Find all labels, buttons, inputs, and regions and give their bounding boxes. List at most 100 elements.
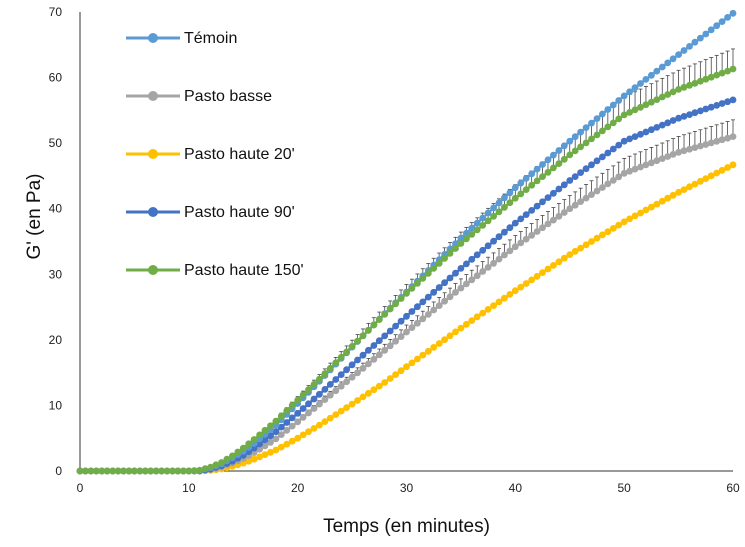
data-point (316, 400, 323, 408)
data-point (528, 276, 536, 284)
data-point (321, 370, 329, 378)
data-point (158, 467, 166, 475)
data-point (457, 265, 465, 272)
data-point (566, 151, 574, 159)
data-point (283, 419, 291, 426)
data-point (457, 284, 465, 292)
data-point (675, 148, 682, 156)
data-point (256, 445, 263, 453)
data-point (397, 367, 405, 375)
data-point (473, 251, 481, 259)
data-point (626, 167, 633, 175)
data-point (218, 459, 225, 466)
data-point (571, 133, 579, 141)
data-point (495, 233, 503, 241)
data-point (495, 199, 503, 207)
data-point (501, 203, 508, 211)
data-point (468, 276, 476, 284)
data-point (648, 126, 655, 134)
x-tick-label: 40 (509, 481, 523, 495)
data-point (582, 241, 590, 249)
data-point (359, 364, 367, 372)
data-point (397, 317, 405, 325)
data-point (283, 426, 291, 434)
data-point (528, 207, 536, 214)
data-point (522, 211, 530, 219)
data-point (310, 395, 318, 403)
data-point (620, 218, 628, 226)
data-point (506, 189, 514, 197)
data-point (229, 452, 236, 460)
data-point (724, 134, 731, 142)
data-point (386, 305, 394, 313)
data-point (272, 417, 280, 425)
data-point (691, 38, 699, 46)
data-point (185, 467, 193, 475)
data-point (560, 181, 568, 189)
data-point (620, 169, 628, 177)
data-point (724, 67, 731, 75)
data-point (294, 396, 302, 404)
data-point (272, 435, 280, 443)
data-point (490, 237, 497, 245)
data-point (620, 92, 628, 100)
data-point (729, 133, 737, 141)
data-point (506, 199, 514, 207)
data-point (609, 177, 617, 184)
data-point (381, 346, 389, 354)
data-point (517, 179, 525, 187)
tick-labels: 0 10 20 30 40 50 60 0 10 20 30 40 50 60 70 (49, 5, 740, 495)
data-point (686, 145, 693, 153)
data-point (669, 191, 677, 199)
data-point (114, 467, 122, 475)
y-tick-label: 20 (49, 333, 63, 347)
data-point (337, 382, 345, 390)
data-point (365, 346, 372, 354)
data-point (457, 324, 465, 332)
data-point (680, 83, 688, 91)
data-point (544, 220, 552, 228)
data-point (658, 155, 666, 163)
data-point (288, 437, 296, 445)
data-point (539, 161, 546, 168)
data-point (637, 209, 644, 217)
data-point (664, 119, 672, 127)
data-point (718, 136, 726, 144)
data-point (359, 332, 367, 340)
data-point (261, 426, 269, 434)
data-point (479, 309, 487, 317)
data-point (87, 467, 95, 475)
data-point (435, 260, 443, 267)
data-point (495, 298, 503, 306)
data-point (430, 288, 438, 296)
data-point (288, 402, 296, 409)
data-point (463, 280, 470, 288)
data-point (550, 164, 557, 172)
data-point (599, 184, 606, 191)
data-point (359, 393, 367, 401)
data-point (637, 163, 644, 171)
data-point (299, 405, 307, 412)
data-point (468, 317, 476, 324)
data-point (713, 102, 721, 109)
data-point (446, 274, 454, 282)
data-point (604, 228, 612, 236)
data-point (403, 312, 410, 320)
data-point (392, 337, 399, 345)
data-point (609, 101, 617, 109)
data-point (729, 9, 737, 17)
data-point (713, 22, 721, 30)
y-tick-label: 60 (49, 71, 63, 85)
data-point (365, 389, 372, 397)
data-point (707, 103, 715, 111)
data-point (593, 157, 601, 165)
data-point (707, 139, 715, 147)
data-point (511, 243, 519, 251)
data-point (414, 279, 421, 287)
data-point (316, 390, 323, 398)
data-point (256, 431, 263, 439)
data-point (277, 412, 285, 420)
data-point (577, 169, 584, 177)
data-point (675, 188, 682, 196)
data-point (642, 76, 650, 83)
